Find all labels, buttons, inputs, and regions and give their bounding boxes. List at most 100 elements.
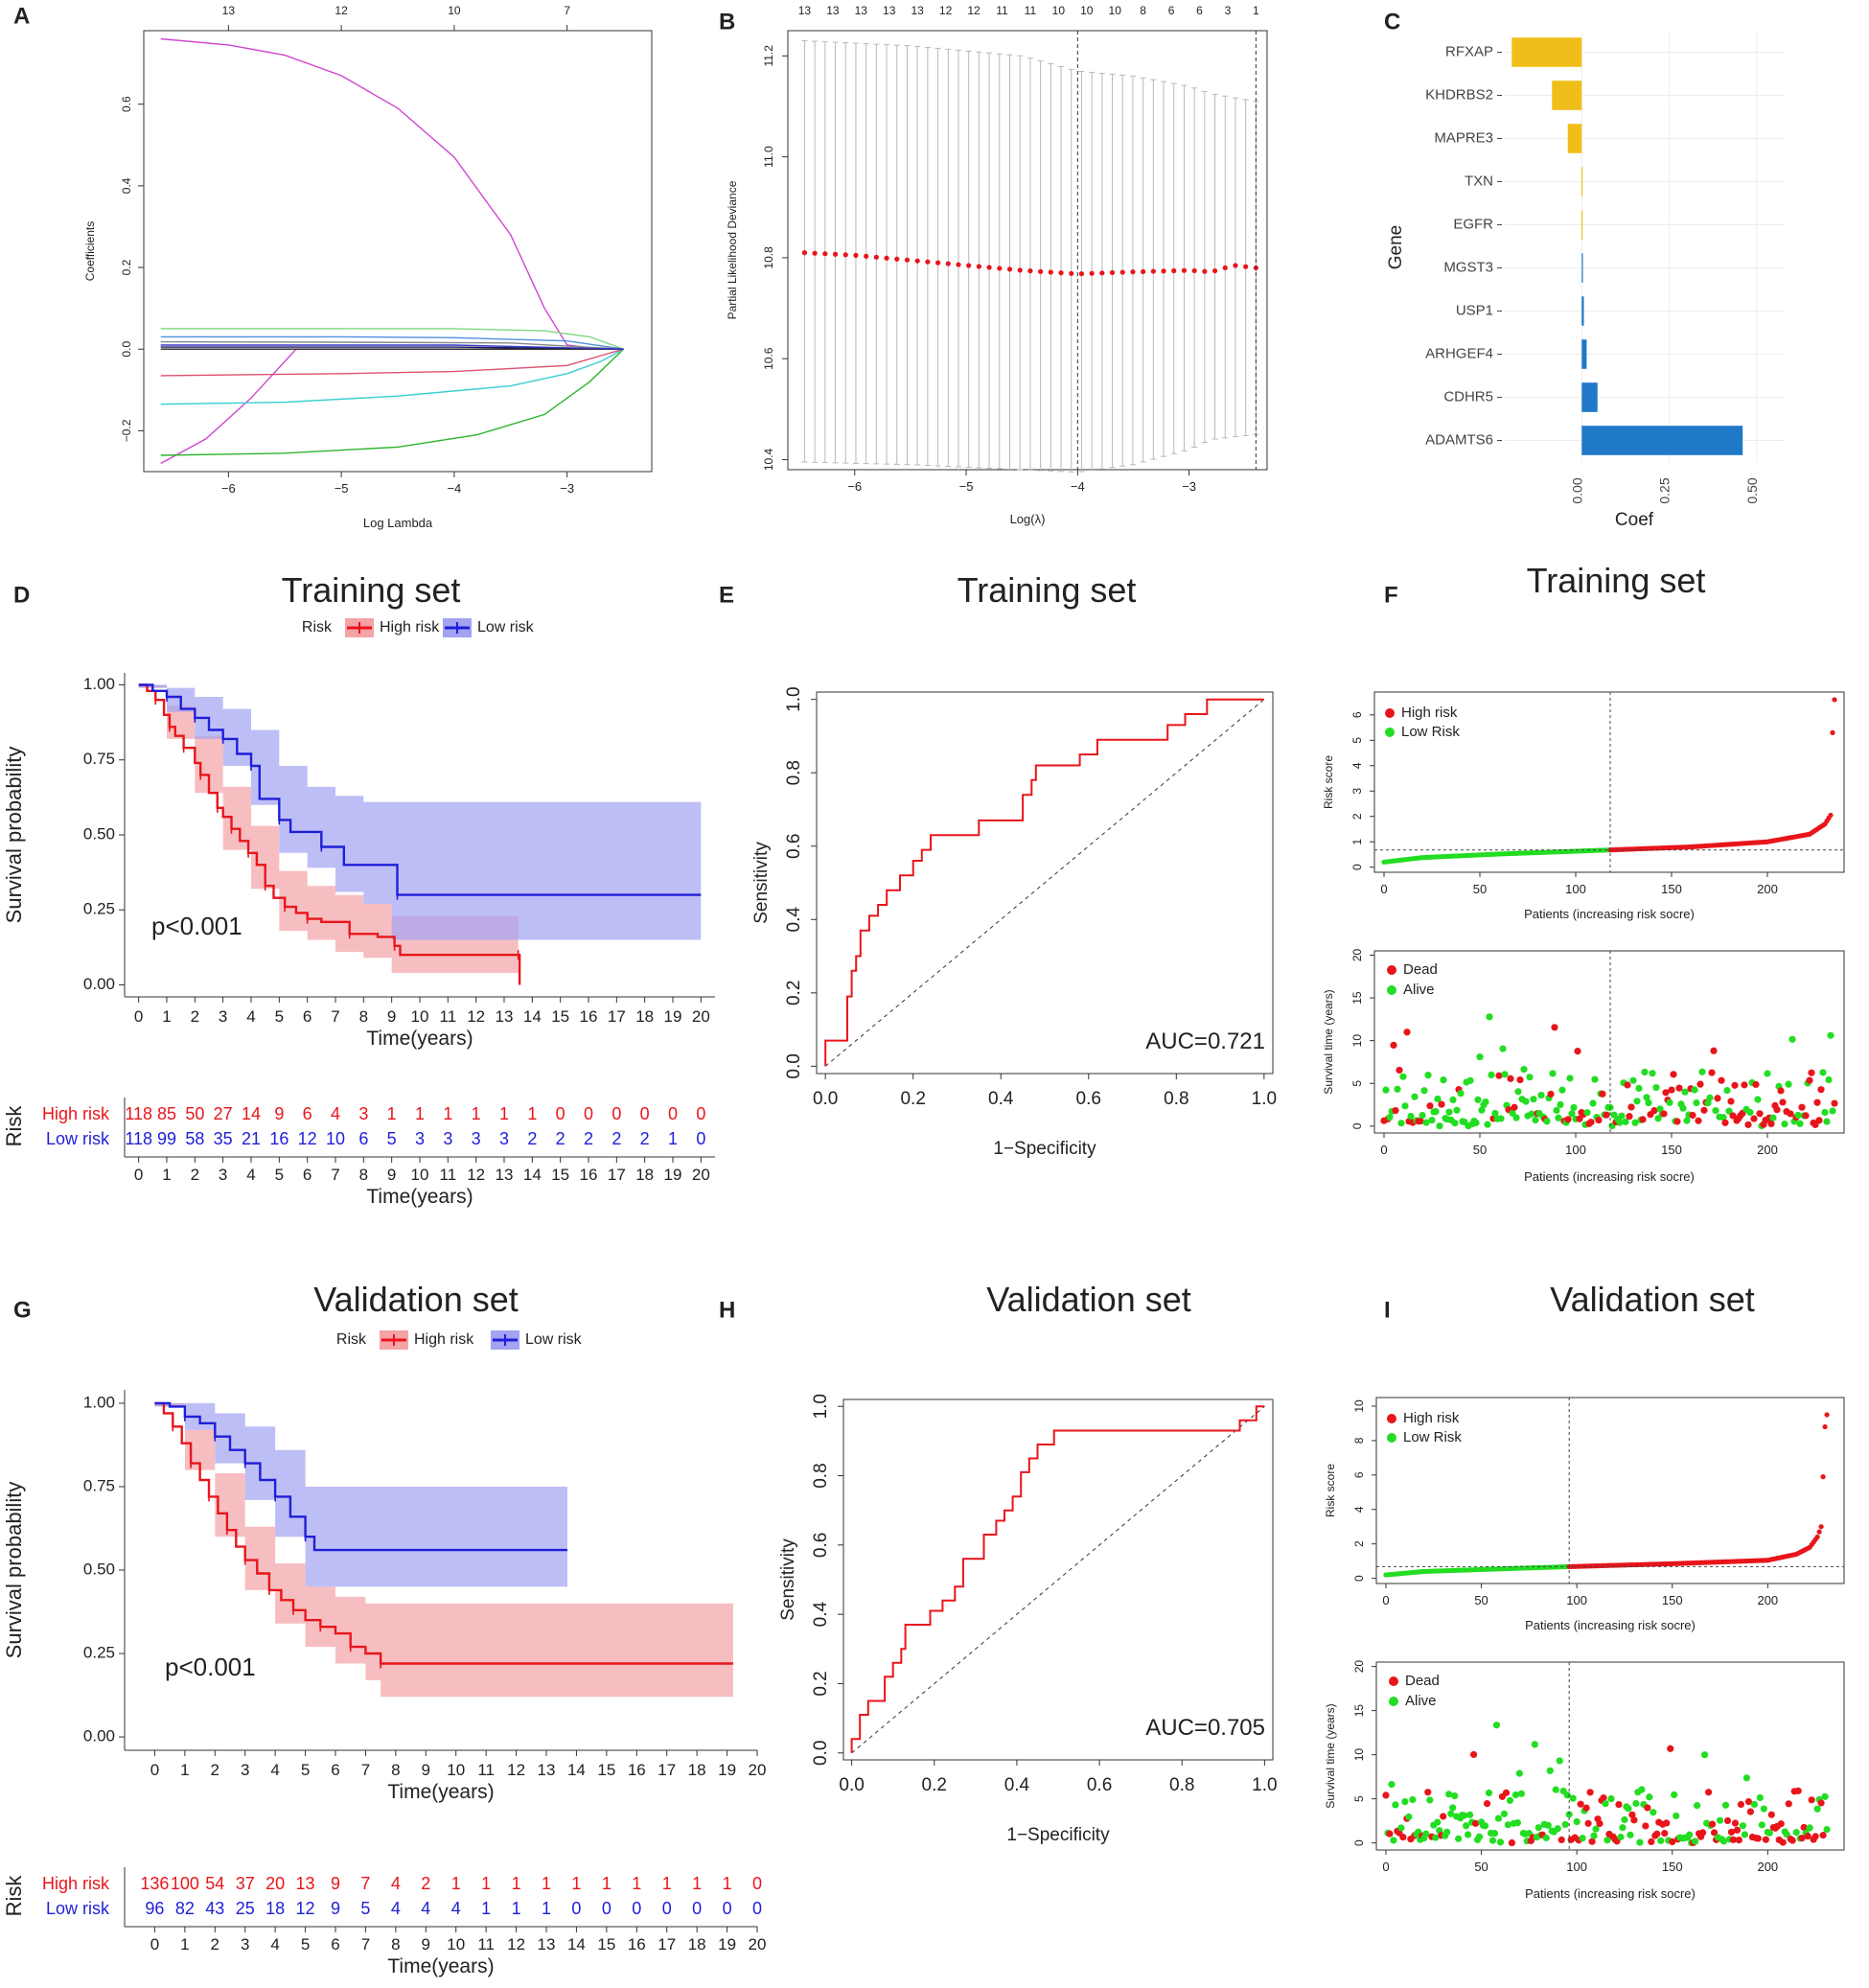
risk-i-top-y-tick-label: 10	[1352, 1399, 1366, 1413]
risk-i-survival-point	[1765, 1829, 1773, 1837]
y-tick-label-a: 0.6	[120, 96, 133, 112]
risk-f-top-x-tick-label: 50	[1473, 882, 1487, 896]
risk-f-survival-point	[1558, 1086, 1566, 1094]
risk-f-top-x-tick-label: 150	[1661, 882, 1682, 896]
km-d-x-tick-label: 13	[496, 1007, 514, 1026]
risk-i-survival-point	[1584, 1819, 1592, 1827]
risk-f-survival-point	[1817, 1086, 1825, 1094]
km-g-risk-table-title: Risk	[2, 1875, 26, 1917]
km-d-risk-x-tick-label: 19	[664, 1166, 682, 1184]
x-tick-label-b: −6	[847, 479, 862, 494]
km-d-x-tick-label: 7	[331, 1007, 339, 1026]
risk-i-survival-point	[1483, 1800, 1491, 1808]
risk-f-score-point	[1830, 729, 1835, 735]
km-d-risk-count: 3	[415, 1129, 425, 1148]
risk-i-top-legend-dot	[1387, 1433, 1396, 1443]
roc-e-x-tick-label: 0.2	[900, 1089, 925, 1109]
risk-f-survival-point	[1526, 1074, 1534, 1081]
risk-i-survival-point	[1630, 1816, 1638, 1824]
risk-i-survival-point	[1502, 1789, 1511, 1796]
risk-f-survival-point	[1706, 1094, 1714, 1101]
km-d-risk-x-tick-label: 16	[580, 1166, 598, 1184]
roc-e-y-axis-label: Sensitivity	[751, 842, 772, 924]
km-d-risk-count: 0	[668, 1104, 678, 1123]
risk-i-survival-point	[1511, 1791, 1520, 1799]
coef-path-coef6	[160, 328, 624, 350]
risk-f-survival-point	[1587, 1119, 1595, 1126]
risk-f-survival-point	[1821, 1108, 1829, 1117]
km-d-y-tick-label: 0.00	[83, 975, 115, 993]
risk-i-survival-point	[1716, 1816, 1724, 1824]
km-d-risk-count: 16	[269, 1129, 288, 1148]
risk-i-survival-point	[1777, 1820, 1785, 1828]
risk-f-survival-point	[1403, 1029, 1411, 1036]
risk-f-survival-point	[1411, 1093, 1419, 1100]
risk-f-survival-point	[1599, 1090, 1606, 1098]
deviance-point	[1211, 267, 1218, 274]
coef-path-coef4	[160, 348, 624, 405]
coef-bar-mgst3	[1581, 253, 1583, 283]
km-g-risk-count: 1	[542, 1899, 551, 1918]
risk-f-survival-point	[1618, 1112, 1626, 1120]
risk-i-top-y-tick-label: 0	[1352, 1575, 1366, 1582]
risk-i-survival-point	[1424, 1789, 1432, 1796]
risk-f-top-y-tick-label: 3	[1350, 788, 1364, 795]
top-label-b: 13	[826, 4, 840, 17]
km-g-risk-count: 0	[692, 1899, 702, 1918]
deviance-point	[945, 261, 951, 266]
risk-i-bottom-y-tick-label: 10	[1352, 1748, 1366, 1762]
risk-f-survival-point	[1530, 1096, 1537, 1103]
deviance-point	[934, 260, 941, 266]
deviance-point	[832, 251, 839, 257]
km-d-x-tick-label: 11	[440, 1007, 457, 1026]
risk-f-survival-point	[1691, 1086, 1698, 1094]
km-d-risk-count: 2	[640, 1129, 650, 1148]
deviance-point	[1243, 264, 1249, 269]
risk-f-survival-point	[1436, 1122, 1443, 1130]
risk-i-survival-point	[1534, 1824, 1542, 1832]
deviance-point	[1222, 265, 1228, 270]
risk-i-survival-point	[1650, 1809, 1657, 1816]
x-axis-label-c: Coef	[1615, 510, 1654, 530]
risk-i-score-point	[1814, 1534, 1820, 1540]
risk-i-survival-point	[1811, 1833, 1819, 1840]
risk-i-survival-point	[1508, 1838, 1516, 1847]
risk-f-survival-point	[1641, 1068, 1649, 1076]
top-label-b: 13	[855, 4, 868, 17]
risk-f-survival-point	[1603, 1111, 1610, 1119]
risk-f-survival-point	[1516, 1075, 1524, 1084]
risk-f-survival-point	[1445, 1108, 1453, 1116]
risk-i-survival-point	[1492, 1722, 1501, 1729]
risk-f-survival-point	[1453, 1106, 1461, 1114]
deviance-point	[801, 250, 808, 256]
coef-bar-arhgef4	[1581, 339, 1587, 369]
risk-i-survival-point	[1742, 1774, 1751, 1782]
km-g-risk-x-tick-label: 1	[180, 1935, 189, 1953]
km-g-risk-x-tick-label: 4	[270, 1935, 279, 1953]
risk-i-survival-point	[1621, 1815, 1628, 1824]
risk-f-survival-point	[1520, 1066, 1528, 1074]
km-d-legend-label: Low risk	[477, 619, 535, 636]
roc-e-x-tick-label: 0.0	[813, 1089, 838, 1109]
risk-f-survival-point	[1798, 1103, 1806, 1111]
x-tick-label-c: 0.00	[1569, 477, 1584, 503]
deviance-point	[1109, 269, 1116, 276]
km-g-risk-count: 20	[265, 1874, 285, 1893]
km-g-y-axis-label: Survival probability	[2, 1482, 26, 1659]
km-d-risk-x-tick-label: 15	[551, 1166, 569, 1184]
km-d-risk-count: 99	[157, 1129, 176, 1148]
risk-i-top-y-tick-label: 2	[1352, 1540, 1366, 1547]
deviance-point	[1161, 268, 1166, 274]
roc-h-x-tick-label: 0.0	[839, 1775, 864, 1795]
risk-f-survival-point	[1484, 1121, 1491, 1128]
y-tick-label-a: 0.0	[120, 341, 133, 358]
risk-f-survival-point	[1476, 1053, 1484, 1061]
risk-f-survival-point	[1474, 1096, 1482, 1103]
risk-f-survival-point	[1756, 1110, 1764, 1118]
km-d-y-tick-label: 0.75	[83, 750, 115, 768]
deviance-point	[1141, 268, 1146, 274]
deviance-point	[997, 266, 1003, 271]
risk-i-survival-point	[1409, 1795, 1417, 1804]
risk-i-bottom-x-tick-label: 0	[1382, 1860, 1389, 1874]
risk-f-survival-point	[1568, 1110, 1576, 1118]
